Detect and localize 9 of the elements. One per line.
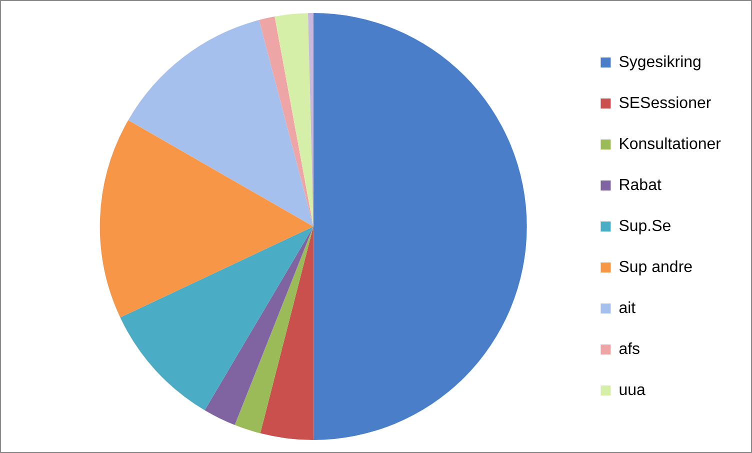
legend-label: ait (618, 300, 636, 317)
legend-label: Sup.Se (618, 218, 672, 235)
legend-label: SESessioner (618, 94, 712, 112)
legend-label: Sup andre (618, 258, 693, 276)
legend-label: Rabat (618, 176, 662, 194)
legend-label: Konsultationer (618, 136, 722, 153)
legend-label: uua (618, 382, 646, 399)
legend-label: Sygesikring (618, 54, 702, 71)
legend-label: afs (618, 340, 640, 358)
